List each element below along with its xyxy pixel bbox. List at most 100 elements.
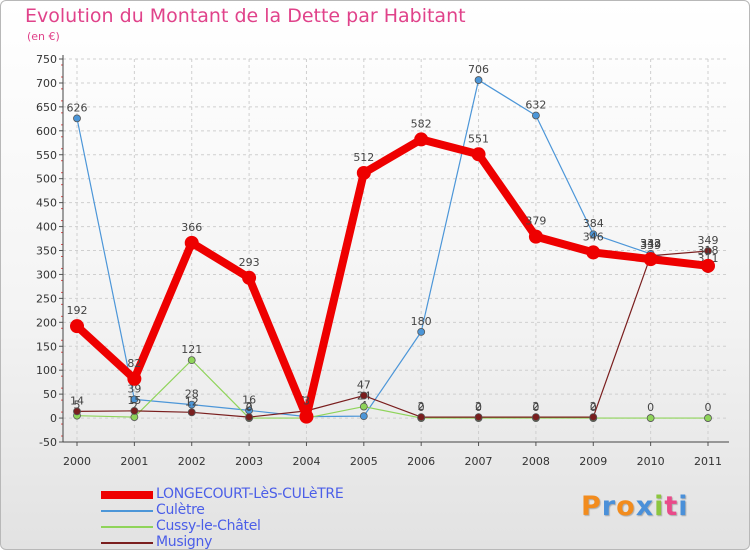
data-label-longecourt-les-culetre: 366 [181,221,202,234]
data-point-musigny [704,247,712,255]
y-tick-label: 50 [43,388,57,401]
data-point-culetre [130,395,139,404]
x-tick-label: 2004 [292,455,320,468]
brand-logo: Proxiti [581,491,689,522]
data-point-musigny [589,413,598,422]
series-line-cussy-le-chatel [76,359,708,419]
data-label-culetre: 343 [640,237,661,250]
data-label-culetre: 28 [185,388,199,401]
y-tick-label: 150 [36,340,57,353]
x-tick-label: 2000 [63,455,91,468]
data-label-cussy-le-chatel: 0 [532,401,539,414]
data-point-musigny [130,406,139,415]
y-tick-label: 450 [36,197,57,210]
y-tick-label: 400 [36,221,57,234]
x-tick-label: 2009 [579,455,607,468]
data-point-musigny [359,391,368,400]
data-label-culetre: 16 [242,393,256,406]
data-point-longecourt-les-culetre [528,229,543,244]
data-label-culetre: 180 [411,315,432,328]
data-point-longecourt-les-culetre [356,165,371,180]
y-tick-label: -50 [39,436,57,449]
data-point-musigny [73,407,81,416]
data-label-cussy-le-chatel: 0 [475,401,482,414]
data-label-longecourt-les-culetre: 582 [411,117,432,130]
x-tick-label: 2010 [637,455,665,468]
data-point-cussy-le-chatel [187,356,196,365]
chart-title: Evolution du Montant de la Dette par Hab… [25,5,466,27]
series-line-musigny [76,250,709,418]
data-point-longecourt-les-culetre [586,245,601,260]
data-label-culetre: 706 [468,63,489,76]
legend-swatch [101,510,153,512]
data-point-musigny [532,413,540,422]
y-tick-label: 250 [36,292,57,305]
data-label-longecourt-les-culetre: 82 [127,357,141,370]
brand-letter: x [635,491,655,522]
legend-label: LONGECOURT-LèS-CULèTRE [156,486,344,502]
data-point-culetre [532,111,540,120]
y-tick-label: 500 [36,173,57,186]
data-label-culetre: 632 [525,98,546,111]
x-tick-label: 2008 [522,455,550,468]
data-point-cussy-le-chatel [704,414,712,422]
data-point-musigny [474,413,483,422]
data-point-musigny [417,413,426,422]
data-label-musigny: 2 [475,400,482,413]
data-point-culetre [187,400,196,409]
data-point-cussy-le-chatel [646,414,655,422]
y-tick-label: 200 [36,316,57,329]
data-label-longecourt-les-culetre: 332 [640,237,661,250]
data-label-cussy-le-chatel: 121 [181,343,202,356]
x-tick-label: 2007 [465,455,493,468]
brand-letter: P [581,491,602,522]
data-point-musigny [245,413,253,422]
data-label-longecourt-les-culetre: 346 [583,230,604,243]
x-tick-label: 2011 [694,455,722,468]
y-tick-label: 750 [36,53,57,66]
y-tick-label: 600 [36,125,57,138]
data-point-longecourt-les-culetre [70,319,84,334]
x-tick-label: 2003 [235,455,263,468]
legend-label: Musigny [156,534,213,550]
data-label-cussy-le-chatel: 0 [647,401,654,414]
legend-swatch [101,491,153,499]
series-line-longecourt-les-culetre [74,135,709,421]
data-label-musigny: 12 [185,395,199,408]
data-point-culetre [73,114,81,123]
data-point-culetre [474,76,483,84]
data-label-culetre: 626 [67,101,88,114]
data-label-culetre: 39 [127,382,141,395]
x-tick-label: 2001 [120,455,148,468]
data-label-longecourt-les-culetre: 512 [353,151,374,164]
data-label-musigny: 2 [418,400,425,413]
x-tick-label: 2006 [407,455,435,468]
brand-letter: t [664,491,679,522]
data-label-longecourt-les-culetre: 192 [67,304,88,317]
legend-label: Cussy-le-Châtel [156,518,261,534]
data-label-musigny: 14 [70,394,84,407]
data-point-longecourt-les-culetre [299,409,314,424]
brand-letter: o [616,491,636,522]
y-tick-label: 300 [36,268,57,281]
data-point-longecourt-les-culetre [127,371,142,386]
y-tick-label: 550 [36,149,57,162]
data-point-cussy-le-chatel [359,402,368,411]
data-label-musigny: 339 [640,239,661,252]
legend-label: Culètre [156,502,205,518]
y-tick-label: 650 [36,101,57,114]
data-label-musigny: 2 [590,400,597,413]
data-label-longecourt-les-culetre: 293 [239,256,260,269]
y-tick-label: 0 [50,412,57,425]
data-label-culetre: 384 [583,217,604,230]
data-label-cussy-le-chatel: 5 [74,399,81,412]
data-label-longecourt-les-culetre: 379 [525,215,546,228]
data-point-longecourt-les-culetre [471,147,486,162]
data-label-cussy-le-chatel: 0 [705,401,712,414]
data-label-longecourt-les-culetre: 551 [468,132,489,145]
data-label-musigny: 349 [698,234,719,247]
data-label-cussy-le-chatel: 0 [246,401,253,414]
x-tick-label: 2005 [350,455,378,468]
